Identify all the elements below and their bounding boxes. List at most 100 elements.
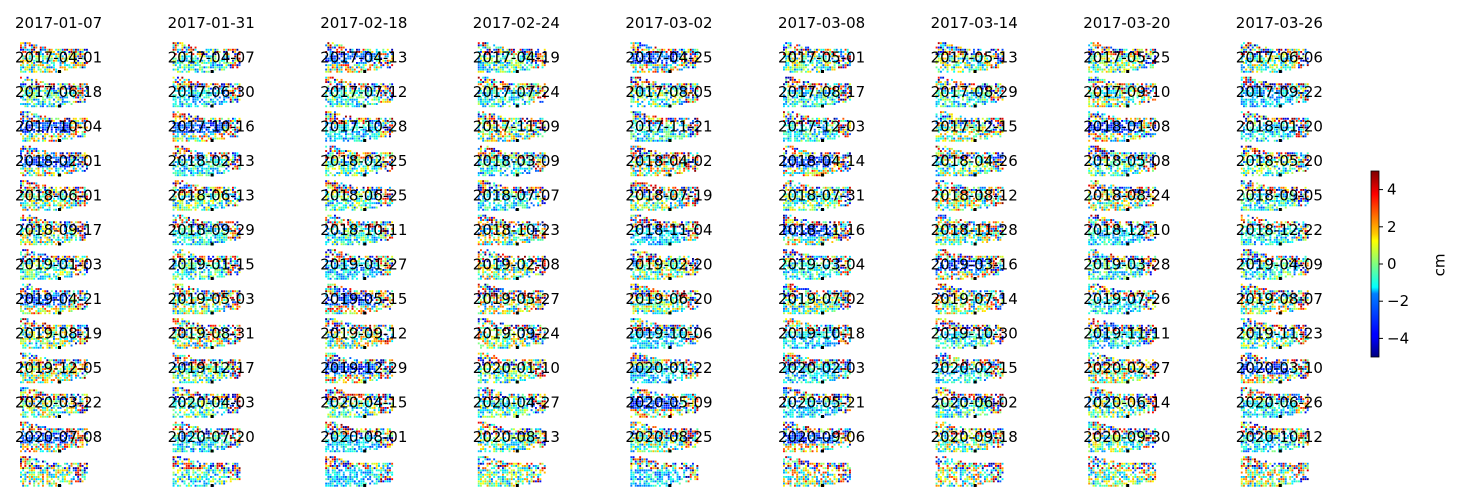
panel-title: 2017-03-08	[778, 14, 865, 32]
deformation-panel	[325, 180, 394, 211]
reference-point-marker	[210, 277, 214, 280]
panel-title: 2017-01-31	[168, 14, 255, 32]
deformation-panel	[630, 180, 699, 211]
panel-title: 2018-06-25	[320, 187, 407, 205]
reference-point-marker	[1278, 104, 1282, 108]
deformation-panel	[783, 180, 851, 211]
deformation-panel	[325, 42, 394, 73]
reference-point-marker	[515, 346, 519, 349]
deformation-panel	[325, 111, 394, 142]
deformation-panel	[477, 42, 546, 73]
deformation-panel	[20, 42, 88, 73]
deformation-panel	[935, 76, 1004, 108]
panel-title: 2018-11-16	[778, 221, 865, 239]
panel-title: 2019-12-29	[320, 359, 407, 377]
panel-title: 2020-06-14	[1083, 394, 1170, 412]
panel-title: 2020-09-30	[1083, 428, 1170, 446]
reference-point-marker	[821, 70, 824, 73]
reference-point-marker	[363, 311, 367, 315]
reference-point-marker	[973, 70, 977, 73]
panel-title: 2017-09-22	[1236, 83, 1323, 101]
panel-title: 2019-11-11	[1083, 325, 1170, 343]
reference-point-marker	[1126, 208, 1130, 211]
panel-title: 2020-07-08	[15, 428, 102, 446]
panel-title: 2017-09-10	[1083, 83, 1170, 101]
reference-point-marker	[515, 277, 519, 280]
panel-title: 2017-03-26	[1236, 14, 1323, 32]
panel-title: 2019-12-17	[168, 359, 255, 377]
deformation-panel	[1088, 145, 1157, 177]
reference-point-marker	[1126, 173, 1130, 177]
reference-point-marker	[1278, 173, 1282, 177]
panel-title: 2020-08-13	[473, 428, 560, 446]
reference-point-marker	[821, 173, 824, 177]
panel-title: 2019-01-15	[168, 256, 255, 274]
panel-title: 2020-04-03	[168, 394, 255, 412]
deformation-panel	[477, 145, 546, 177]
deformation-panel	[172, 214, 241, 246]
reference-point-marker	[973, 484, 977, 487]
reference-point-marker	[973, 346, 977, 349]
panel-title: 2017-04-13	[320, 49, 407, 67]
panel-title: 2020-01-22	[625, 359, 712, 377]
panel-title: 2018-04-26	[931, 152, 1018, 170]
reference-point-marker	[1278, 139, 1282, 142]
panel-title: 2017-05-01	[778, 49, 865, 67]
panel-title: 2019-03-04	[778, 256, 865, 274]
panel-title: 2020-01-10	[473, 359, 560, 377]
reference-point-marker	[1126, 70, 1130, 73]
panel-title: 2018-07-19	[625, 187, 712, 205]
deformation-panel	[325, 145, 394, 177]
reference-point-marker	[668, 139, 672, 142]
reference-point-marker	[821, 449, 824, 453]
panel-title: 2020-09-06	[778, 428, 865, 446]
panel-title: 2018-07-31	[778, 187, 865, 205]
panel-title: 2018-02-25	[320, 152, 407, 170]
deformation-panel	[783, 76, 851, 108]
reference-point-marker	[973, 104, 977, 108]
reference-point-marker	[1278, 415, 1282, 418]
deformation-panel	[172, 42, 241, 73]
panel-title: 2019-03-28	[1083, 256, 1170, 274]
reference-point-marker	[1126, 484, 1130, 487]
panel-title: 2019-12-05	[15, 359, 102, 377]
panel-title: 2019-05-15	[320, 290, 407, 308]
panel-title: 2017-07-24	[473, 83, 560, 101]
reference-point-marker	[515, 208, 519, 211]
panel-title: 2018-05-20	[1236, 152, 1323, 170]
deformation-panel	[20, 145, 88, 177]
panel-title: 2020-06-02	[931, 394, 1018, 412]
colorbar-tick-label: −2	[1387, 292, 1409, 310]
panel-title: 2019-10-18	[778, 325, 865, 343]
panel-title: 2018-01-08	[1083, 118, 1170, 136]
reference-point-marker	[668, 104, 672, 108]
panel-title: 2017-05-13	[931, 49, 1018, 67]
deformation-panel	[20, 76, 88, 108]
panel-title: 2017-08-17	[778, 83, 865, 101]
panel-title: 2020-06-26	[1236, 394, 1323, 412]
reference-point-marker	[821, 415, 824, 418]
deformation-panel	[477, 111, 546, 142]
panel-title: 2020-10-12	[1236, 428, 1323, 446]
colorbar-tick-label: 0	[1387, 255, 1397, 273]
reference-point-marker	[363, 139, 367, 142]
panel-grid	[20, 42, 1309, 487]
reference-point-marker	[58, 277, 61, 280]
panel-title: 2018-03-09	[473, 152, 560, 170]
deformation-panel	[630, 145, 699, 177]
deformation-panel	[477, 76, 546, 108]
reference-point-marker	[515, 104, 519, 108]
panel-title: 2018-04-02	[625, 152, 712, 170]
reference-point-marker	[210, 139, 214, 142]
panel-title: 2017-05-25	[1083, 49, 1170, 67]
panel-title: 2017-06-18	[15, 83, 102, 101]
deformation-panel	[172, 456, 241, 487]
reference-point-marker	[821, 208, 824, 211]
deformation-panel	[630, 42, 699, 73]
deformation-panel	[20, 180, 88, 211]
reference-point-marker	[210, 380, 214, 384]
reference-point-marker	[973, 242, 977, 246]
deformation-panel	[630, 76, 699, 108]
colorbar: −4 −2 0 2 4 cm	[1370, 170, 1449, 358]
